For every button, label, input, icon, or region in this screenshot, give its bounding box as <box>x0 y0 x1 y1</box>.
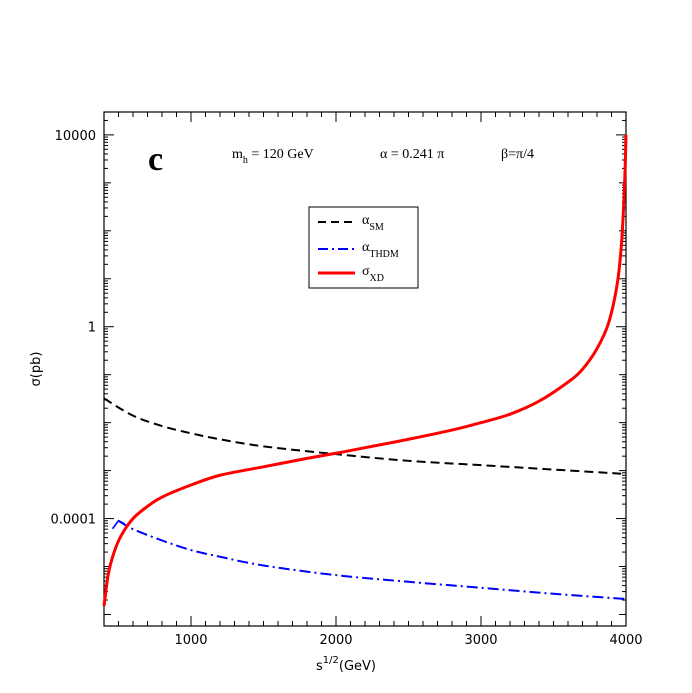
x-tick-label: 4000 <box>609 633 642 648</box>
legend: αSM αTHDM σXD <box>308 206 419 289</box>
y-tick-label: 0.0001 <box>51 513 97 528</box>
thdm-start-marker <box>111 519 125 530</box>
annotation-mh-subscript: h <box>243 155 248 166</box>
series-line-alpha-sm <box>103 397 627 475</box>
annotation-alpha: α = 0.241 π <box>380 147 444 162</box>
annotation-mh-symbol: m <box>232 147 243 162</box>
y-tick-label: 1 <box>88 321 96 336</box>
annotation-mh: mh = 120 GeV <box>232 147 314 166</box>
x-axis-label: s1/2(GeV) <box>316 655 376 674</box>
x-tick-label: 2000 <box>319 633 352 648</box>
y-tick-label: 10000 <box>55 129 96 144</box>
legend-label-alpha-sm: αSM <box>362 213 384 233</box>
x-tick-label: 3000 <box>464 633 497 648</box>
legend-label-alpha-thdm: αTHDM <box>362 240 399 260</box>
series-lines <box>102 134 628 607</box>
series-line-alpha-thdm <box>117 519 627 601</box>
y-axis-label: σ(pb) <box>29 352 44 387</box>
axis-ticks: 1000 2000 3000 4000 0.0001 1 10000 <box>51 111 643 648</box>
annotation-beta: β=π/4 <box>501 147 534 162</box>
series-line-sigma-xd <box>102 134 628 607</box>
panel-label: c <box>148 141 163 178</box>
annotation-mh-value: = 120 GeV <box>248 147 314 162</box>
x-tick-label: 1000 <box>174 633 207 648</box>
legend-label-sigma-xd: σXD <box>362 264 384 284</box>
